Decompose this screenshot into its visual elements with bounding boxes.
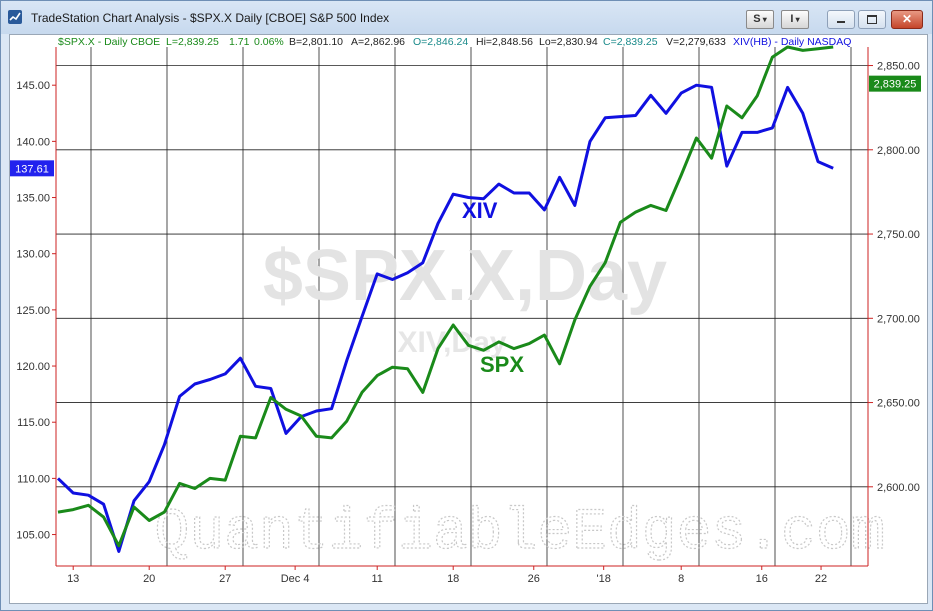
left-tick-label: 130.00 [16, 249, 50, 261]
spx-annotation: SPX [480, 352, 524, 377]
status-bar: $SPX.X - Daily CBOE L=2,839.25 1.71 0.06% B=… [58, 36, 851, 48]
series-layer: XIV SPX [56, 45, 834, 553]
watermark-main: $SPX.X,Day [263, 236, 667, 316]
x-tick-label: 18 [447, 573, 459, 585]
left-tick-label: 125.00 [16, 305, 50, 317]
right-tick-label: 2,600.00 [877, 482, 920, 494]
status-high: Hi=2,848.56 [476, 36, 533, 48]
xiv-last-value-label: 137.61 [15, 163, 49, 175]
symbol-menu-button[interactable]: S ▾ [746, 10, 774, 29]
left-tick-label: 135.00 [16, 193, 50, 205]
symbol-menu-label: S [753, 13, 761, 25]
series-line-xiv [56, 83, 834, 553]
status-close: C=2,839.25 [603, 36, 658, 48]
left-tick-label: 105.00 [16, 530, 50, 542]
xiv-annotation: XIV [462, 198, 498, 223]
x-tick-label: 8 [678, 573, 684, 585]
series-line-spx [57, 45, 834, 548]
left-tick-label: 115.00 [17, 417, 50, 429]
x-tick-label: Dec 4 [281, 573, 310, 585]
x-tick-label: 22 [815, 573, 827, 585]
status-open: O=2,846.24 [413, 36, 468, 48]
status-ask: A=2,862.96 [351, 36, 405, 48]
spx-last-value-flag [869, 75, 921, 92]
status-net-change: 1.71 [229, 36, 250, 48]
status-xiv-label: XIV(HB) - Daily NASDAQ [733, 36, 851, 48]
minimize-icon [837, 21, 845, 23]
tradestation-app-icon [8, 10, 22, 24]
x-tick-label: 27 [219, 573, 231, 585]
x-tick-label: 11 [371, 573, 382, 585]
title-bar[interactable]: TradeStation Chart Analysis - $SPX.X Dai… [1, 1, 932, 34]
x-tick-label: '18 [597, 573, 611, 585]
status-bid: B=2,801.10 [289, 36, 343, 48]
watermark: $SPX.X,Day XIV,Day QuantifiableEdges.com [154, 236, 886, 567]
left-tick-label: 120.00 [16, 361, 50, 373]
x-tick-label: 16 [756, 573, 768, 585]
maximize-icon [867, 15, 877, 24]
xiv-last-value-flag [10, 160, 54, 177]
right-tick-label: 2,850.00 [877, 61, 920, 73]
window-title: TradeStation Chart Analysis - $SPX.X Dai… [31, 11, 390, 25]
close-button[interactable]: ✕ [891, 10, 923, 29]
status-last: L=2,839.25 [166, 36, 219, 48]
status-volume: V=2,279,633 [666, 36, 726, 48]
watermark-site: QuantifiableEdges.com [155, 501, 886, 566]
left-tick-label: 110.00 [17, 473, 50, 485]
maximize-button[interactable] [858, 10, 886, 29]
x-tick-label: 13 [67, 573, 79, 585]
indicator-menu-label: I [790, 13, 794, 25]
indicator-menu-button[interactable]: I ▾ [781, 10, 809, 29]
close-icon: ✕ [901, 12, 913, 26]
status-pct-change: 0.06% [254, 36, 284, 48]
watermark-sub: XIV,Day [398, 326, 507, 359]
axes: 2,600.00 2,650.00 2,700.00 2,750.00 2,800.00… [10, 47, 921, 585]
grid [56, 47, 868, 566]
left-tick-label: 140.00 [16, 136, 50, 148]
right-tick-label: 2,800.00 [877, 145, 920, 157]
right-tick-label: 2,700.00 [877, 313, 920, 325]
right-tick-label: 2,650.00 [877, 398, 920, 410]
chevron-down-icon: ▾ [760, 15, 767, 24]
right-tick-label: 2,750.00 [877, 229, 920, 241]
chevron-down-icon: ▾ [793, 15, 800, 24]
x-tick-label: 20 [143, 573, 155, 585]
left-tick-label: 145.00 [16, 80, 50, 92]
status-low: Lo=2,830.94 [539, 36, 598, 48]
x-tick-label: 26 [528, 573, 540, 585]
minimize-button[interactable] [827, 10, 855, 29]
spx-last-value-label: 2,839.25 [874, 79, 917, 91]
status-symbol: $SPX.X - Daily CBOE [58, 36, 160, 48]
